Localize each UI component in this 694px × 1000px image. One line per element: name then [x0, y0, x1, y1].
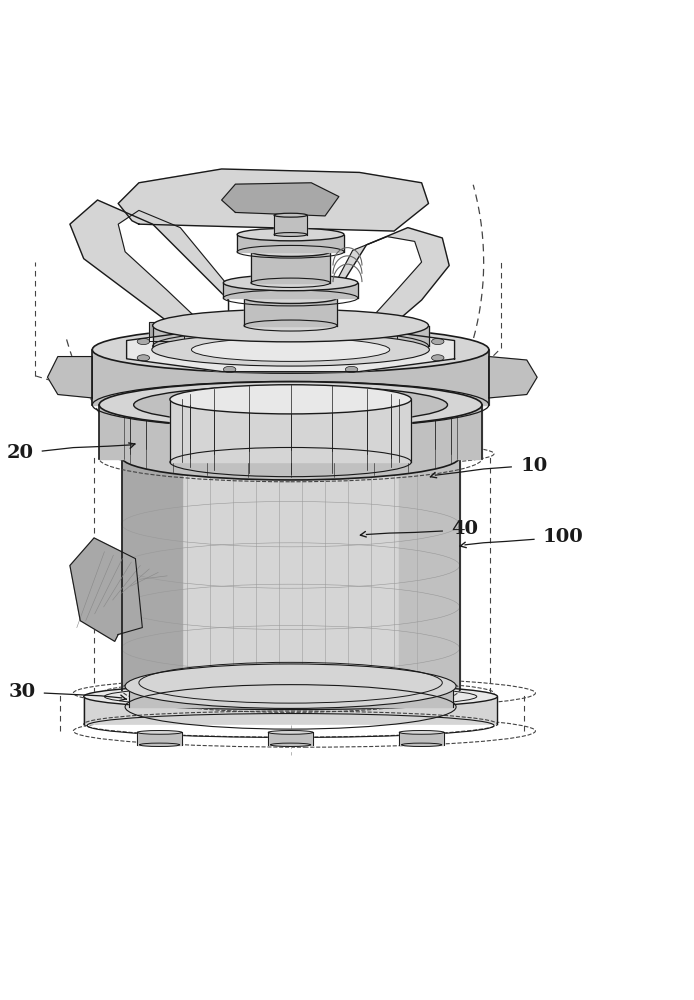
Polygon shape [274, 215, 307, 235]
Polygon shape [399, 732, 444, 745]
Ellipse shape [153, 309, 428, 342]
Ellipse shape [121, 435, 459, 480]
Ellipse shape [137, 338, 150, 345]
Polygon shape [70, 538, 142, 641]
Polygon shape [149, 322, 184, 341]
Polygon shape [137, 732, 182, 745]
Ellipse shape [271, 743, 311, 746]
Polygon shape [244, 298, 337, 326]
Ellipse shape [137, 731, 182, 734]
Polygon shape [137, 393, 164, 397]
Ellipse shape [84, 683, 498, 710]
Text: 20: 20 [6, 444, 33, 462]
Ellipse shape [399, 731, 444, 734]
Polygon shape [126, 399, 149, 402]
Ellipse shape [251, 247, 330, 256]
Text: 40: 40 [451, 520, 478, 538]
Ellipse shape [139, 743, 180, 746]
Polygon shape [363, 322, 398, 341]
Text: 10: 10 [520, 457, 548, 475]
Polygon shape [121, 457, 183, 690]
Polygon shape [153, 326, 428, 346]
Ellipse shape [237, 228, 344, 241]
Polygon shape [84, 684, 498, 724]
Polygon shape [364, 421, 392, 425]
Polygon shape [118, 169, 428, 231]
Polygon shape [194, 338, 373, 368]
Polygon shape [380, 386, 408, 390]
Polygon shape [426, 396, 451, 400]
Polygon shape [47, 357, 92, 398]
Polygon shape [221, 183, 339, 216]
Polygon shape [227, 382, 253, 386]
Ellipse shape [92, 326, 489, 373]
Polygon shape [328, 424, 355, 427]
Polygon shape [251, 252, 330, 283]
Text: 30: 30 [8, 683, 35, 701]
Ellipse shape [192, 338, 390, 361]
Polygon shape [269, 382, 291, 385]
Ellipse shape [223, 327, 236, 333]
Polygon shape [237, 235, 344, 252]
Polygon shape [99, 405, 482, 459]
Polygon shape [332, 228, 449, 359]
Ellipse shape [432, 355, 444, 361]
Ellipse shape [163, 335, 418, 365]
Polygon shape [268, 732, 313, 745]
Polygon shape [124, 405, 145, 408]
Polygon shape [248, 425, 271, 428]
Polygon shape [223, 283, 358, 298]
Polygon shape [208, 422, 235, 426]
Polygon shape [407, 391, 434, 395]
Text: 100: 100 [542, 528, 583, 546]
Ellipse shape [125, 664, 456, 708]
Polygon shape [310, 382, 334, 385]
Polygon shape [126, 328, 455, 372]
Polygon shape [130, 410, 155, 414]
Ellipse shape [137, 355, 150, 361]
Ellipse shape [346, 366, 357, 373]
Polygon shape [92, 350, 489, 405]
Ellipse shape [268, 731, 313, 734]
Polygon shape [291, 425, 312, 428]
Polygon shape [158, 388, 187, 392]
Polygon shape [121, 435, 459, 690]
Ellipse shape [346, 327, 357, 333]
Polygon shape [418, 413, 444, 416]
Ellipse shape [99, 382, 482, 428]
Polygon shape [489, 357, 537, 398]
Ellipse shape [223, 275, 358, 291]
Polygon shape [70, 200, 228, 359]
Polygon shape [394, 417, 423, 421]
Polygon shape [347, 383, 374, 387]
Ellipse shape [401, 743, 442, 746]
Ellipse shape [274, 213, 307, 217]
Ellipse shape [152, 333, 430, 366]
Polygon shape [170, 399, 412, 462]
Ellipse shape [432, 338, 444, 345]
Polygon shape [432, 407, 456, 411]
Ellipse shape [223, 366, 236, 373]
Polygon shape [436, 402, 457, 405]
Polygon shape [189, 385, 217, 389]
Ellipse shape [177, 336, 405, 363]
Ellipse shape [134, 386, 448, 424]
Ellipse shape [244, 292, 337, 303]
Polygon shape [128, 686, 452, 707]
Polygon shape [146, 415, 174, 419]
Polygon shape [399, 457, 459, 690]
Polygon shape [173, 419, 201, 423]
Ellipse shape [170, 385, 412, 414]
